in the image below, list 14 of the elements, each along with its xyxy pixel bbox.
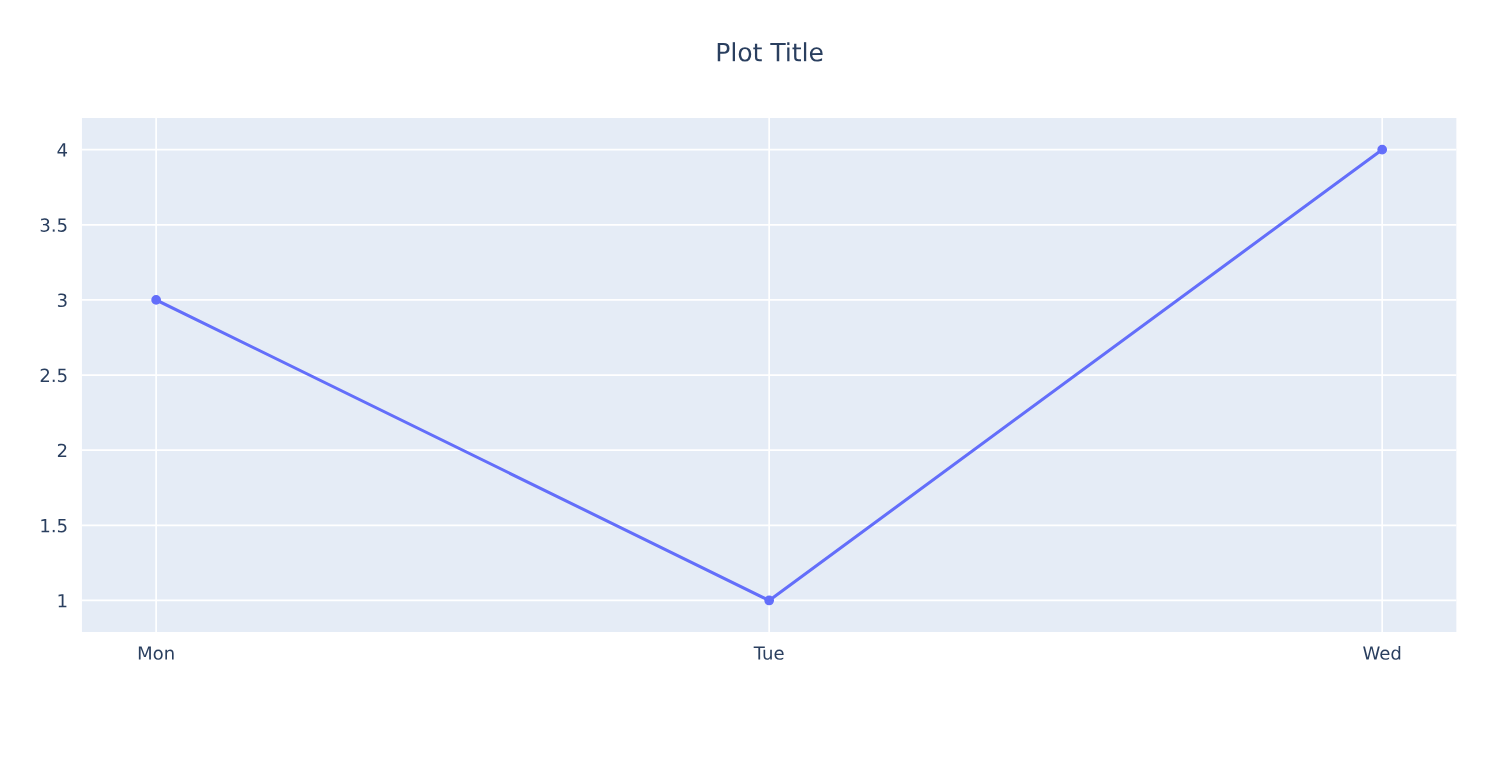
x-tick-label: Mon [138, 646, 174, 660]
point [764, 595, 775, 606]
y-tick-label: 3 [57, 293, 67, 308]
y-tick-label: 2 [57, 443, 67, 458]
point [151, 295, 161, 305]
x-tick-label: Tue [753, 646, 784, 660]
point [1377, 144, 1388, 155]
chart-title: Plot Title [717, 42, 823, 62]
y-tick-label: 3.5 [40, 218, 67, 232]
y-tick-label: 1 [58, 594, 67, 608]
y-tick-label: 4 [57, 143, 68, 157]
y-tick-label: 2.5 [40, 368, 67, 383]
y-tick-label: 1.5 [41, 519, 67, 533]
x-tick-label: Wed [1363, 645, 1401, 660]
